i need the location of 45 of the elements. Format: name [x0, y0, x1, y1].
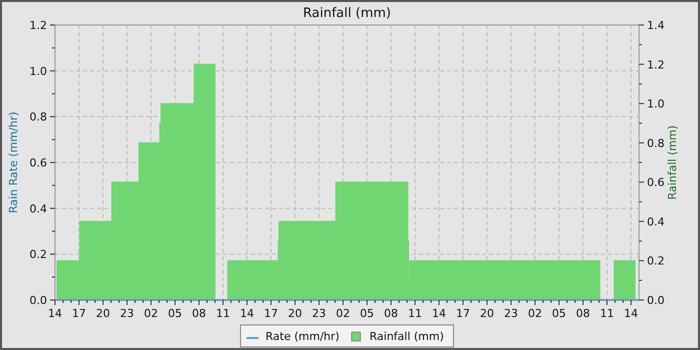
y2-tick-label: 1.0: [647, 98, 664, 111]
y2-tick-label: 0.8: [647, 136, 664, 150]
x-tick-label: 08: [384, 307, 398, 320]
y-tick-label: 1.2: [30, 19, 47, 32]
x-tick-label: 14: [432, 307, 446, 320]
y2-tick-label: 0.2: [647, 254, 664, 268]
y-tick-label: 0.0: [30, 294, 47, 307]
x-tick-label: 05: [552, 307, 566, 320]
y2-tick-label: 1.4: [647, 19, 664, 32]
x-tick-label: 11: [216, 307, 230, 320]
x-tick-label: 23: [312, 307, 326, 320]
x-tick-label: 14: [624, 307, 638, 320]
x-tick-label: 20: [96, 307, 110, 320]
x-tick-label: 17: [72, 307, 86, 320]
x-tick-label: 02: [336, 307, 350, 320]
x-tick-label: 17: [264, 307, 278, 320]
x-tick-label: 23: [120, 307, 134, 320]
x-tick-label: 11: [408, 307, 422, 320]
x-tick-label: 08: [192, 307, 206, 320]
y-tick-label: 0.6: [30, 156, 47, 170]
legend-label: Rate (mm/hr): [266, 330, 340, 343]
x-tick-label: 23: [504, 307, 518, 320]
x-tick-label: 17: [456, 307, 470, 320]
x-tick-label: 05: [360, 307, 374, 320]
x-tick-label: 14: [240, 307, 254, 320]
y-tick-label: 0.4: [30, 202, 47, 216]
y-tick-label: 1.0: [30, 64, 47, 78]
x-tick-label: 20: [480, 307, 494, 320]
x-tick-label: 11: [600, 307, 614, 320]
y-axis-title: Rain Rate (mm/hr): [7, 112, 20, 214]
x-tick-label: 02: [144, 307, 158, 320]
y-tick-label: 0.2: [30, 248, 47, 262]
y-tick-label: 0.8: [30, 110, 47, 124]
x-tick-label: 14: [48, 307, 62, 320]
x-tick-label: 20: [288, 307, 302, 320]
y2-axis-title: Rainfall (mm): [666, 125, 679, 200]
y2-tick-label: 0.0: [647, 294, 664, 307]
x-tick-label: 05: [168, 307, 182, 320]
x-tick-label: 02: [528, 307, 542, 320]
y2-tick-label: 1.2: [647, 58, 664, 72]
legend-label: Rainfall (mm): [370, 330, 444, 343]
x-tick-label: 08: [576, 307, 590, 320]
y2-tick-label: 0.6: [647, 176, 664, 190]
y2-tick-label: 0.4: [647, 215, 664, 228]
chart-title: Rainfall (mm): [303, 6, 391, 21]
